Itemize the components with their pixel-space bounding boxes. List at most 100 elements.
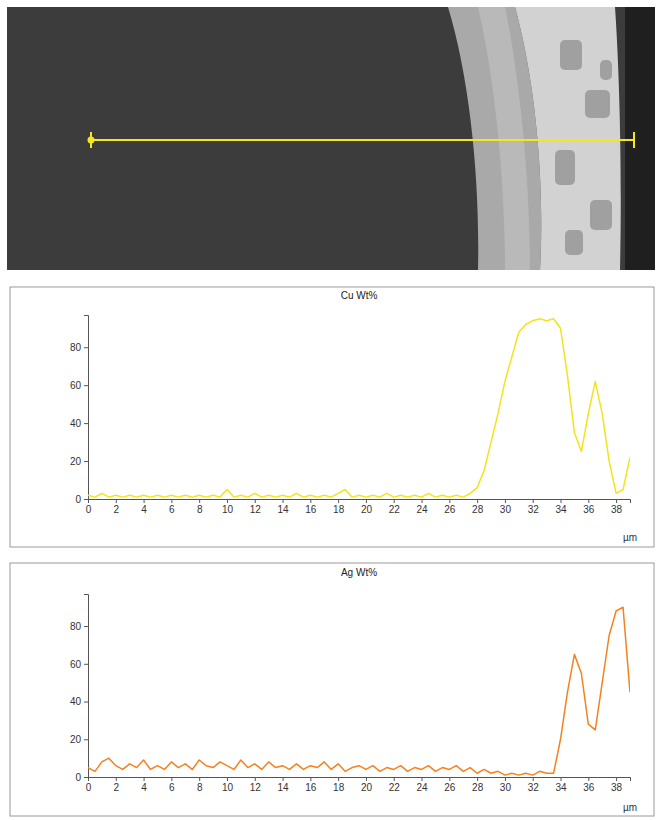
x-tick: 20 (361, 499, 373, 515)
x-tick: 20 (361, 777, 373, 793)
x-tick-label: 22 (389, 504, 401, 515)
x-tick: 6 (169, 499, 175, 515)
y-tick: 20 (70, 456, 88, 467)
x-tick: 24 (416, 777, 428, 793)
x-tick-label: 12 (250, 782, 262, 793)
x-tick: 34 (555, 499, 567, 515)
grain (560, 40, 582, 70)
x-tick-mark (171, 777, 172, 781)
x-tick-mark (449, 777, 450, 781)
y-tick-label: 80 (70, 342, 82, 353)
edge (625, 7, 655, 270)
x-tick-label: 36 (583, 782, 595, 793)
y-tick: 40 (70, 418, 88, 429)
x-tick-label: 6 (169, 504, 175, 515)
x-tick: 18 (333, 777, 345, 793)
x-tick: 6 (169, 777, 175, 793)
x-tick-label: 0 (86, 782, 92, 793)
y-tick: 0 (75, 494, 88, 505)
x-tick-mark (505, 499, 506, 503)
x-tick-mark (116, 499, 117, 503)
y-tick-mark (84, 347, 88, 348)
y-axis: 020406080 (70, 595, 89, 783)
y-tick-mark (84, 664, 88, 665)
x-tick: 36 (583, 777, 595, 793)
y-axis: 0 20 40 60 80 (70, 316, 89, 505)
x-tick-mark (310, 777, 311, 781)
x-axis: 02468101214161820222426283032343638 (86, 777, 631, 793)
y-tick: 0 (75, 772, 88, 783)
y-tick-mark (84, 626, 88, 627)
x-tick-mark (616, 499, 617, 503)
x-tick-label: 20 (361, 504, 373, 515)
x-tick-label: 24 (416, 782, 428, 793)
silver-layer (515, 7, 621, 270)
x-tick-label: 24 (416, 504, 428, 515)
x-tick-mark (366, 777, 367, 781)
x-axis: 02468101214161820222426283032343638 (86, 499, 631, 515)
y-axis-line (84, 595, 89, 778)
y-tick-label: 60 (70, 380, 82, 391)
x-tick-label: 36 (583, 504, 595, 515)
plot-area (88, 319, 630, 497)
x-tick-mark (561, 777, 562, 781)
data-line (88, 607, 630, 775)
x-tick-label: 26 (444, 782, 456, 793)
y-tick-mark (84, 461, 88, 462)
x-tick: 26 (444, 499, 456, 515)
panel-frame (10, 563, 654, 816)
x-tick-mark (533, 499, 534, 503)
y-axis-line (84, 316, 89, 500)
panel-frame (10, 287, 654, 547)
x-tick-label: 38 (611, 504, 623, 515)
x-tick-label: 20 (361, 782, 373, 793)
x-tick-label: 34 (555, 782, 567, 793)
x-tick-label: 0 (86, 504, 92, 515)
x-tick: 32 (528, 777, 540, 793)
x-tick: 10 (222, 499, 234, 515)
x-tick-mark (116, 777, 117, 781)
scan-line-path (91, 139, 634, 141)
x-tick-mark (505, 777, 506, 781)
grain (565, 230, 583, 255)
x-tick: 10 (222, 777, 234, 793)
x-tick-label: 2 (114, 504, 120, 515)
x-tick-mark (338, 499, 339, 503)
x-tick-mark (533, 777, 534, 781)
scan-line-end (633, 132, 635, 148)
y-tick-mark (84, 702, 88, 703)
x-tick-label: 28 (472, 782, 484, 793)
x-tick: 4 (141, 499, 147, 515)
x-tick-mark (394, 777, 395, 781)
y-tick-label: 20 (70, 456, 82, 467)
x-tick-mark (199, 777, 200, 781)
x-tick-mark (144, 499, 145, 503)
x-tick: 38 (611, 499, 623, 515)
x-tick-label: 18 (333, 504, 345, 515)
x-tick-mark (588, 777, 589, 781)
y-tick: 80 (70, 342, 88, 353)
grain (555, 150, 575, 185)
x-tick-mark (338, 777, 339, 781)
y-tick-mark (84, 777, 88, 778)
x-tick: 24 (416, 499, 428, 515)
x-tick-mark (422, 777, 423, 781)
x-tick: 4 (141, 777, 147, 793)
x-tick: 0 (86, 499, 92, 515)
x-tick-mark (449, 499, 450, 503)
x-tick: 16 (305, 499, 317, 515)
y-tick-mark (84, 499, 88, 500)
x-tick-mark (255, 777, 256, 781)
x-tick-label: 14 (278, 782, 290, 793)
x-tick-mark (227, 499, 228, 503)
x-tick-label: 38 (611, 782, 623, 793)
x-tick-mark (227, 777, 228, 781)
x-tick: 12 (250, 499, 262, 515)
x-tick-label: 10 (222, 504, 234, 515)
x-tick: 26 (444, 777, 456, 793)
x-tick: 2 (114, 499, 120, 515)
x-tick-label: 4 (141, 504, 147, 515)
chart-panel: Cu Wt%0246810121416182022242628303234363… (10, 287, 654, 547)
x-tick-label: 32 (528, 504, 540, 515)
data-line (88, 319, 630, 497)
